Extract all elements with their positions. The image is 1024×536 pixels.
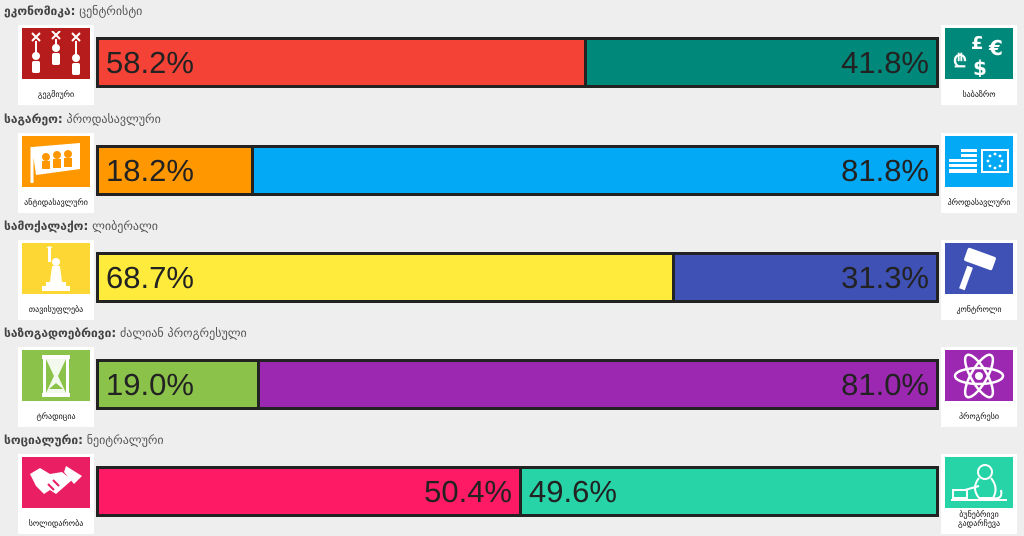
axis-result: პროდასავლური [66, 112, 161, 126]
left-label-card: ანტიდასავლური [18, 133, 94, 213]
svg-text:$: $ [973, 56, 987, 77]
score-bar: 58.2% 41.8% [96, 37, 939, 88]
left-label-card: თავისუფლება [18, 240, 94, 320]
right-label-card: ბუნებრივი გადარჩევა [941, 454, 1017, 534]
right-score-segment: 81.8% [254, 148, 936, 193]
axis-category: საზოგადოებრივი: [4, 326, 117, 340]
left-score-segment: 18.2% [99, 148, 251, 193]
axis-result: ლიბერალი [92, 219, 158, 233]
left-label: სოლიდარობა [28, 519, 84, 528]
axis-title: ეკონომიკა: ცენტრისტი [4, 4, 142, 18]
statue-of-liberty-icon [22, 243, 90, 294]
left-label: გეგმიური [37, 90, 75, 99]
right-label-card: £ € ₾ $ საბაზრო [941, 25, 1017, 105]
left-score-text: 58.2% [106, 44, 194, 80]
axis-category: სამოქალაქო: [4, 219, 89, 233]
right-label-card: კონტროლი [941, 240, 1017, 320]
right-score-segment: 41.8% [587, 40, 936, 85]
left-label-card: გეგმიური [18, 25, 94, 105]
atom-icon [945, 350, 1013, 401]
axis-title: საგარეო: პროდასავლური [4, 112, 161, 126]
right-score-segment: 81.0% [260, 362, 936, 407]
axis-economic: ეკონომიკა: ცენტრისტი [0, 0, 1024, 107]
right-label-card: პროგრესი [941, 347, 1017, 427]
currency-icon: £ € ₾ $ [945, 28, 1013, 79]
right-score-text: 31.3% [841, 259, 929, 295]
right-label: პროგრესი [958, 412, 1000, 421]
left-score-text: 19.0% [106, 366, 194, 402]
axis-result: ცენტრისტი [79, 4, 143, 18]
us-eu-flags-icon [945, 136, 1013, 187]
left-score-segment: 58.2% [99, 40, 584, 85]
axis-category: საგარეო: [4, 112, 63, 126]
left-score-segment: 19.0% [99, 362, 257, 407]
axis-title: სამოქალაქო: ლიბერალი [4, 219, 158, 233]
right-score-text: 81.8% [841, 152, 929, 188]
monkey-icon [945, 457, 1013, 508]
svg-text:₾: ₾ [953, 51, 967, 72]
score-bar: 68.7% 31.3% [96, 252, 939, 303]
hourglass-icon [22, 350, 90, 401]
axis-result: ძალიან პროგრესული [119, 326, 247, 340]
left-score-text: 68.7% [106, 259, 194, 295]
axis-diplomatic: საგარეო: პროდასავლური ანტიდასავლური 18.2… [0, 108, 1024, 215]
score-bar: 19.0% 81.0% [96, 359, 939, 410]
right-label: საბაზრო [962, 90, 996, 99]
flag-icon [22, 136, 90, 187]
score-bar: 18.2% 81.8% [96, 145, 939, 196]
right-label-card: პროდასავლური [941, 133, 1017, 213]
left-label: ანტიდასავლური [24, 198, 88, 207]
axis-title: საზოგადოებრივი: ძალიან პროგრესული [4, 326, 247, 340]
right-score-text: 81.0% [841, 366, 929, 402]
left-label: თავისუფლება [28, 305, 84, 314]
axis-civil: სამოქალაქო: ლიბერალი თავისუფლება 68.7% [0, 215, 1024, 322]
axis-social: სოციალური: ნეიტრალური სოლიდარობა 50.4% [0, 429, 1024, 536]
handshake-icon [22, 457, 90, 508]
axis-category: ეკონომიკა: [4, 4, 76, 18]
right-score-text: 49.6% [529, 473, 617, 509]
right-label: ბუნებრივი გადარჩევა [957, 510, 1001, 528]
right-label: პროდასავლური [947, 198, 1011, 207]
right-score-segment: 31.3% [675, 255, 936, 300]
left-label-card: სოლიდარობა [18, 454, 94, 534]
right-score-text: 41.8% [841, 44, 929, 80]
left-score-text: 18.2% [106, 152, 194, 188]
left-score-text: 50.4% [424, 473, 512, 509]
axis-title: სოციალური: ნეიტრალური [4, 433, 164, 447]
axis-societal: საზოგადოებრივი: ძალიან პროგრესული ტრადიც… [0, 322, 1024, 429]
left-label-card: ტრადიცია [18, 347, 94, 427]
svg-text:£: £ [971, 33, 984, 54]
right-score-segment: 49.6% [522, 469, 936, 514]
gavel-icon [945, 243, 1013, 294]
svg-text:€: € [988, 36, 1003, 60]
puppets-icon [22, 28, 90, 79]
left-score-segment: 50.4% [99, 469, 519, 514]
score-bar: 50.4% 49.6% [96, 466, 939, 517]
axis-result: ნეიტრალური [86, 433, 164, 447]
left-label: ტრადიცია [36, 412, 76, 421]
left-score-segment: 68.7% [99, 255, 672, 300]
axis-category: სოციალური: [4, 433, 83, 447]
right-label: კონტროლი [956, 305, 1002, 314]
